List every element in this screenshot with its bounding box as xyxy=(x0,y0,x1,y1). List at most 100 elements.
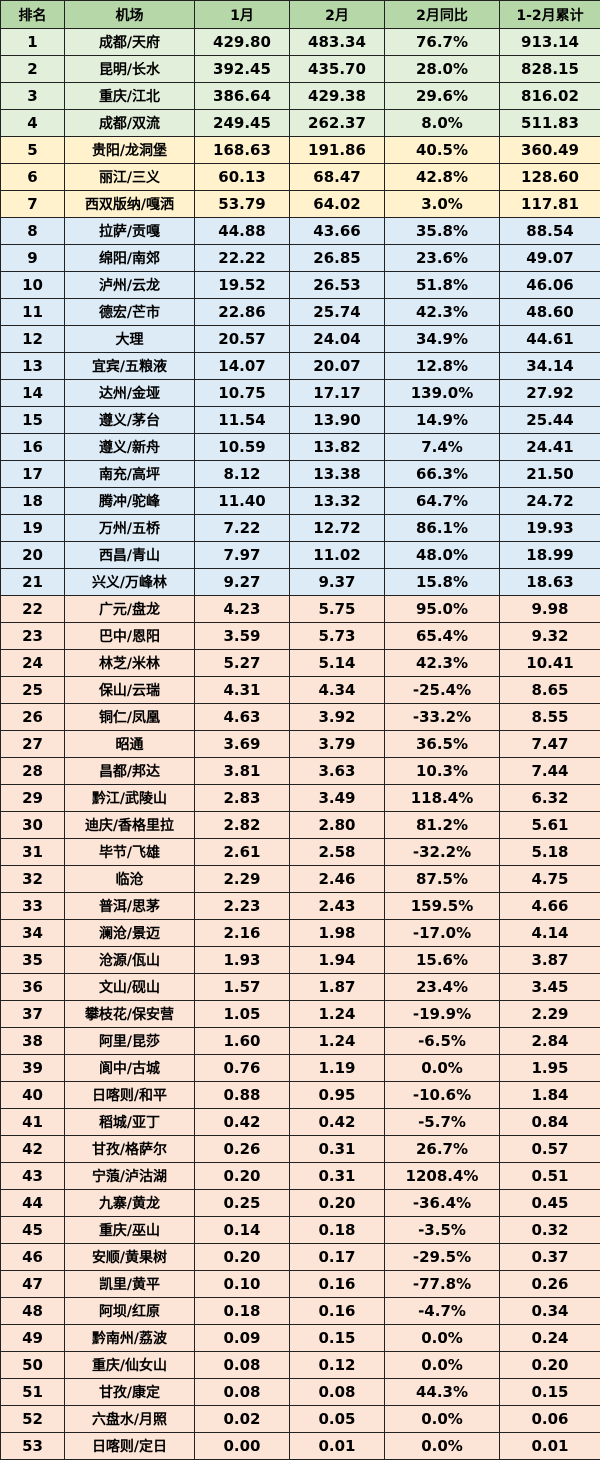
table-row: 14 达州/金垭 10.75 17.17 139.0% 27.92 xyxy=(0,379,600,407)
jan-feb-total-cell: 1.84 xyxy=(499,1081,600,1109)
jan-feb-total-cell: 7.47 xyxy=(499,730,600,758)
airport-cell: 重庆/巫山 xyxy=(64,1216,195,1244)
january-cell: 392.45 xyxy=(194,55,290,83)
jan-feb-total-cell: 18.99 xyxy=(499,541,600,569)
table-row: 47 凯里/黄平 0.10 0.16 -77.8% 0.26 xyxy=(0,1270,600,1298)
rank-cell: 23 xyxy=(0,622,65,650)
february-yoy-cell: -10.6% xyxy=(384,1081,500,1109)
jan-feb-total-cell: 10.41 xyxy=(499,649,600,677)
table-body: 1 成都/天府 429.80 483.34 76.7% 913.14 2 昆明/长水 392.4… xyxy=(0,28,600,1460)
rank-cell: 53 xyxy=(0,1432,65,1460)
february-yoy-cell: -36.4% xyxy=(384,1189,500,1217)
airport-cell: 黔南州/荔波 xyxy=(64,1324,195,1352)
rank-cell: 46 xyxy=(0,1243,65,1271)
jan-feb-total-cell: 24.72 xyxy=(499,487,600,515)
rank-cell: 42 xyxy=(0,1135,65,1163)
jan-feb-total-cell: 44.61 xyxy=(499,325,600,353)
january-cell: 386.64 xyxy=(194,82,290,110)
rank-cell: 38 xyxy=(0,1027,65,1055)
jan-feb-total-cell: 0.51 xyxy=(499,1162,600,1190)
airport-cell: 凯里/黄平 xyxy=(64,1270,195,1298)
january-cell: 249.45 xyxy=(194,109,290,137)
airport-cell: 铜仁/凤凰 xyxy=(64,703,195,731)
jan-feb-total-cell: 24.41 xyxy=(499,433,600,461)
airport-cell: 泸州/云龙 xyxy=(64,271,195,299)
february-yoy-cell: 64.7% xyxy=(384,487,500,515)
january-cell: 5.27 xyxy=(194,649,290,677)
jan-feb-total-cell: 3.87 xyxy=(499,946,600,974)
airport-cell: 南充/高坪 xyxy=(64,460,195,488)
table-row: 24 林芝/米林 5.27 5.14 42.3% 10.41 xyxy=(0,649,600,677)
jan-feb-total-cell: 0.57 xyxy=(499,1135,600,1163)
table-row: 20 西昌/青山 7.97 11.02 48.0% 18.99 xyxy=(0,541,600,569)
january-cell: 0.14 xyxy=(194,1216,290,1244)
february-yoy-cell: 34.9% xyxy=(384,325,500,353)
jan-feb-total-cell: 0.06 xyxy=(499,1405,600,1433)
rank-cell: 13 xyxy=(0,352,65,380)
airport-cell: 重庆/仙女山 xyxy=(64,1351,195,1379)
airport-cell: 阿坝/红原 xyxy=(64,1297,195,1325)
airport-cell: 宜宾/五粮液 xyxy=(64,352,195,380)
january-cell: 4.63 xyxy=(194,703,290,731)
table-row: 10 泸州/云龙 19.52 26.53 51.8% 46.06 xyxy=(0,271,600,299)
february-yoy-cell: 139.0% xyxy=(384,379,500,407)
february-cell: 0.18 xyxy=(289,1216,385,1244)
jan-feb-total-cell: 0.26 xyxy=(499,1270,600,1298)
table-row: 16 遵义/新舟 10.59 13.82 7.4% 24.41 xyxy=(0,433,600,461)
february-yoy-cell: 0.0% xyxy=(384,1405,500,1433)
table-row: 6 丽江/三义 60.13 68.47 42.8% 128.60 xyxy=(0,163,600,191)
january-cell: 0.20 xyxy=(194,1243,290,1271)
february-cell: 262.37 xyxy=(289,109,385,137)
rank-cell: 31 xyxy=(0,838,65,866)
february-yoy-cell: -3.5% xyxy=(384,1216,500,1244)
february-yoy-cell: -17.0% xyxy=(384,919,500,947)
rank-cell: 15 xyxy=(0,406,65,434)
airport-cell: 攀枝花/保安营 xyxy=(64,1000,195,1028)
january-cell: 1.05 xyxy=(194,1000,290,1028)
table-row: 19 万州/五桥 7.22 12.72 86.1% 19.93 xyxy=(0,514,600,542)
table-row: 27 昭通 3.69 3.79 36.5% 7.47 xyxy=(0,730,600,758)
jan-feb-total-cell: 4.14 xyxy=(499,919,600,947)
airport-cell: 迪庆/香格里拉 xyxy=(64,811,195,839)
february-cell: 0.20 xyxy=(289,1189,385,1217)
january-cell: 14.07 xyxy=(194,352,290,380)
february-cell: 43.66 xyxy=(289,217,385,245)
airport-cell: 普洱/思茅 xyxy=(64,892,195,920)
february-cell: 13.38 xyxy=(289,460,385,488)
table-row: 39 阆中/古城 0.76 1.19 0.0% 1.95 xyxy=(0,1054,600,1082)
jan-feb-total-cell: 2.84 xyxy=(499,1027,600,1055)
february-yoy-cell: 28.0% xyxy=(384,55,500,83)
jan-feb-total-cell: 913.14 xyxy=(499,28,600,56)
february-yoy-cell: 44.3% xyxy=(384,1378,500,1406)
february-cell: 0.95 xyxy=(289,1081,385,1109)
rank-cell: 29 xyxy=(0,784,65,812)
february-cell: 11.02 xyxy=(289,541,385,569)
rank-cell: 27 xyxy=(0,730,65,758)
rank-cell: 8 xyxy=(0,217,65,245)
february-cell: 13.32 xyxy=(289,487,385,515)
rank-cell: 35 xyxy=(0,946,65,974)
jan-feb-total-cell: 8.65 xyxy=(499,676,600,704)
table-row: 26 铜仁/凤凰 4.63 3.92 -33.2% 8.55 xyxy=(0,703,600,731)
airport-cell: 黔江/武陵山 xyxy=(64,784,195,812)
table-row: 42 甘孜/格萨尔 0.26 0.31 26.7% 0.57 xyxy=(0,1135,600,1163)
airport-cell: 腾冲/驼峰 xyxy=(64,487,195,515)
jan-feb-total-cell: 18.63 xyxy=(499,568,600,596)
february-yoy-cell: -5.7% xyxy=(384,1108,500,1136)
january-cell: 0.08 xyxy=(194,1378,290,1406)
february-cell: 17.17 xyxy=(289,379,385,407)
jan-feb-total-cell: 6.32 xyxy=(499,784,600,812)
airport-cell: 成都/天府 xyxy=(64,28,195,56)
header-jan-feb-total: 1-2月累计 xyxy=(499,0,600,29)
rank-cell: 5 xyxy=(0,136,65,164)
january-cell: 7.97 xyxy=(194,541,290,569)
rank-cell: 19 xyxy=(0,514,65,542)
february-yoy-cell: 10.3% xyxy=(384,757,500,785)
jan-feb-total-cell: 3.45 xyxy=(499,973,600,1001)
january-cell: 20.57 xyxy=(194,325,290,353)
february-yoy-cell: 36.5% xyxy=(384,730,500,758)
rank-cell: 22 xyxy=(0,595,65,623)
january-cell: 1.93 xyxy=(194,946,290,974)
rank-cell: 47 xyxy=(0,1270,65,1298)
jan-feb-total-cell: 9.98 xyxy=(499,595,600,623)
